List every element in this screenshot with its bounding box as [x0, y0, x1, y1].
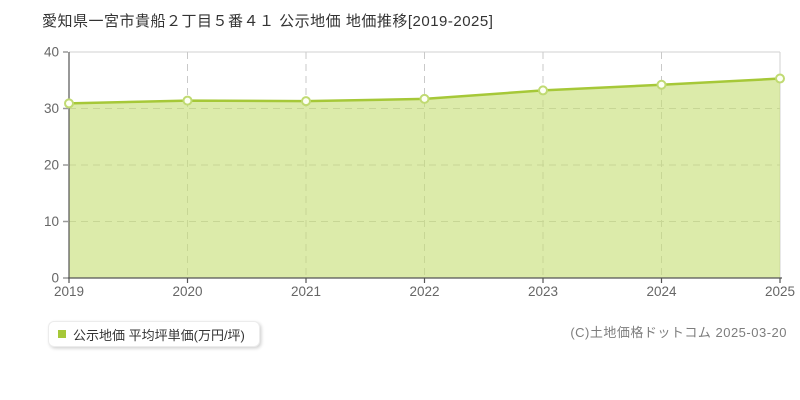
- y-axis-label-30: 30: [44, 101, 59, 116]
- data-point-2025: [775, 73, 785, 84]
- x-axis-label-2021: 2021: [291, 284, 321, 299]
- legend-square-icon: [58, 330, 66, 338]
- data-point-2021: [301, 96, 311, 107]
- x-axis-label-2022: 2022: [409, 284, 439, 299]
- y-axis-label-10: 10: [44, 214, 59, 229]
- data-point-2019: [64, 98, 74, 109]
- y-axis-label-0: 0: [51, 271, 59, 286]
- chart-title: 愛知県一宮市貴船２丁目５番４１ 公示地価 地価推移[2019-2025]: [42, 13, 494, 30]
- copyright-credit: (C)土地価格ドットコム 2025-03-20: [570, 325, 787, 340]
- legend: 公示地価 平均坪単価(万円/坪): [48, 321, 260, 347]
- x-axis-label-2024: 2024: [646, 284, 677, 299]
- x-axis-label-2020: 2020: [172, 284, 202, 299]
- x-axis-label-2025: 2025: [765, 284, 795, 299]
- legend-label: 公示地価 平均坪単価(万円/坪): [73, 327, 245, 343]
- x-axis-label-2023: 2023: [528, 284, 558, 299]
- data-point-2024: [656, 79, 667, 90]
- y-axis-label-20: 20: [44, 158, 59, 173]
- area-fill: [69, 78, 780, 279]
- data-point-2020: [182, 95, 193, 106]
- x-axis-label-2019: 2019: [54, 284, 84, 299]
- data-point-2022: [419, 93, 430, 104]
- data-point-2023: [538, 85, 548, 96]
- y-axis-label-40: 40: [44, 45, 59, 60]
